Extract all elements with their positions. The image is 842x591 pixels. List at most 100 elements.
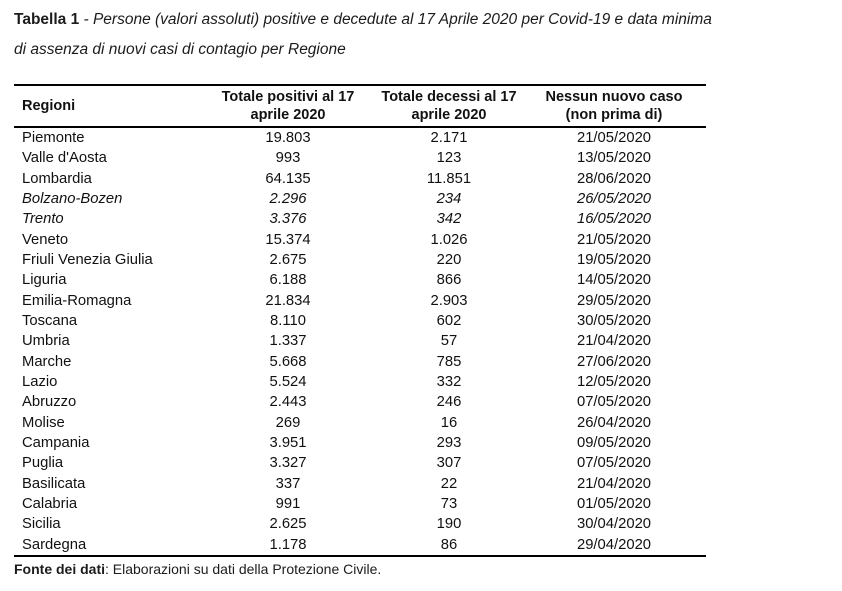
table-row: Umbria 1.337 57 21/04/2020 [14,331,706,351]
table-row: Molise 269 16 26/04/2020 [14,413,706,433]
cell-nessun-nuovo-caso: 14/05/2020 [576,272,652,289]
table-row: Lazio 5.524 332 12/05/2020 [14,372,706,392]
cell-nessun-nuovo-caso: 13/05/2020 [576,150,652,167]
cell-decessi: 234 [436,190,462,207]
table-body: Piemonte 19.803 2.171 21/05/2020 Valle d'Aos… [14,127,706,557]
cell-regione: Lazio [22,373,58,390]
col-header-regioni: Regioni [14,84,200,128]
table-row: Valle d'Aosta 993 123 13/05/2020 [14,148,706,168]
cell-nessun-nuovo-caso: 01/05/2020 [576,495,652,512]
table-row: Piemonte 19.803 2.171 21/05/2020 [14,127,706,148]
cell-positivi: 2.296 [269,190,307,207]
cell-nessun-nuovo-caso: 07/05/2020 [576,394,652,411]
table-row: Puglia 3.327 307 07/05/2020 [14,453,706,473]
cell-positivi: 269 [275,414,301,431]
cell-decessi: 2.171 [430,130,468,146]
cell-positivi: 2.443 [269,394,307,411]
cell-decessi: 22 [440,475,458,492]
table-row: Friuli Venezia Giulia 2.675 220 19/05/2020 [14,250,706,270]
cell-decessi: 342 [436,211,462,228]
cell-nessun-nuovo-caso: 12/05/2020 [576,373,652,390]
cell-regione: Calabria [22,495,78,512]
cell-nessun-nuovo-caso: 29/05/2020 [576,292,652,309]
cell-positivi: 5.524 [269,373,307,390]
source-note-label: Fonte dei dati [14,560,105,577]
cell-decessi: 332 [436,373,462,390]
cell-nessun-nuovo-caso: 19/05/2020 [576,251,652,268]
cell-decessi: 602 [436,312,462,329]
cell-regione: Veneto [22,231,69,248]
cell-regione: Abruzzo [22,394,77,411]
cell-positivi: 5.668 [269,353,307,370]
cell-positivi: 2.675 [269,251,307,268]
cell-regione: Friuli Venezia Giulia [22,251,153,268]
cell-positivi: 6.188 [269,272,307,289]
cell-positivi: 3.951 [269,434,307,451]
col-header-totale-decessi: Totale decessi al 17 aprile 2020 [376,84,522,128]
cell-decessi: 785 [436,353,462,370]
cell-decessi: 293 [436,434,462,451]
table-row: Emilia-Romagna 21.834 2.903 29/05/2020 [14,291,706,311]
cell-regione: Trento [22,211,64,228]
cell-positivi: 993 [275,150,301,167]
cell-positivi: 64.135 [265,170,311,187]
cell-positivi: 2.625 [269,516,307,533]
cell-regione: Marche [22,353,72,370]
cell-decessi: 246 [436,394,462,411]
col-header-totale-positivi: Totale positivi al 17 aprile 2020 [200,84,376,128]
cell-positivi: 3.376 [269,211,307,228]
cell-nessun-nuovo-caso: 21/04/2020 [576,333,652,350]
table-row: Liguria 6.188 866 14/05/2020 [14,270,706,290]
table-caption-text: - Persone (valori assoluti) positive e d… [14,11,712,58]
table-row: Calabria 991 73 01/05/2020 [14,494,706,514]
cell-regione: Emilia-Romagna [22,292,132,309]
table-row: Abruzzo 2.443 246 07/05/2020 [14,392,706,412]
cell-nessun-nuovo-caso: 07/05/2020 [576,455,652,472]
source-note: Fonte dei dati: Elaborazioni su dati del… [14,560,828,579]
cell-decessi: 307 [436,455,462,472]
cell-positivi: 991 [275,495,301,512]
header-row: Regioni Totale positivi al 17 aprile 202… [14,84,706,128]
cell-decessi: 190 [436,516,462,533]
cell-positivi: 8.110 [270,312,306,329]
cell-decessi: 866 [436,272,462,289]
cell-decessi: 86 [376,534,522,557]
cell-decessi: 2.903 [430,292,468,309]
cell-regione: Campania [22,434,90,451]
cell-decessi: 220 [436,251,462,268]
table-caption: Tabella 1 - Persone (valori assoluti) po… [14,5,828,65]
cell-regione: Molise [22,414,65,431]
cell-nessun-nuovo-caso: 26/04/2020 [576,414,652,431]
cell-regione: Piemonte [22,130,85,146]
cell-positivi: 3.327 [269,455,307,472]
cell-decessi: 16 [440,414,458,431]
table-row: Sardegna 1.178 86 29/04/2020 [14,534,706,557]
cell-regione: Toscana [22,312,78,329]
table-row: Lombardia 64.135 11.851 28/06/2020 [14,169,706,189]
cell-nessun-nuovo-caso: 21/04/2020 [576,475,652,492]
cell-positivi: 15.374 [265,231,311,248]
table-row: Bolzano-Bozen 2.296 234 26/05/2020 [14,189,706,209]
cell-regione: Valle d'Aosta [22,150,107,167]
cell-decessi: 123 [436,150,462,167]
table-row: Basilicata 337 22 21/04/2020 [14,474,706,494]
table-row: Marche 5.668 785 27/06/2020 [14,352,706,372]
table-row: Veneto 15.374 1.026 21/05/2020 [14,230,706,250]
cell-nessun-nuovo-caso: 26/05/2020 [576,190,652,207]
cell-decessi: 57 [440,333,458,350]
cell-positivi: 337 [275,475,301,492]
table-row: Campania 3.951 293 09/05/2020 [14,433,706,453]
source-note-text: : Elaborazioni su dati della Protezione … [105,560,382,577]
cell-positivi: 1.178 [200,534,376,557]
table-row: Trento 3.376 342 16/05/2020 [14,209,706,229]
cell-positivi: 19.803 [265,130,311,146]
regions-data-table: Regioni Totale positivi al 17 aprile 202… [14,84,706,557]
cell-regione: Lombardia [22,170,92,187]
table-row: Sicilia 2.625 190 30/04/2020 [14,514,706,534]
cell-regione: Basilicata [22,475,86,492]
table-row: Toscana 8.110 602 30/05/2020 [14,311,706,331]
cell-nessun-nuovo-caso: 27/06/2020 [576,353,652,370]
cell-positivi: 1.337 [269,333,307,350]
cell-nessun-nuovo-caso: 16/05/2020 [576,211,652,228]
col-header-nessun-nuovo-caso: Nessun nuovo caso (non prima di) [522,84,706,128]
